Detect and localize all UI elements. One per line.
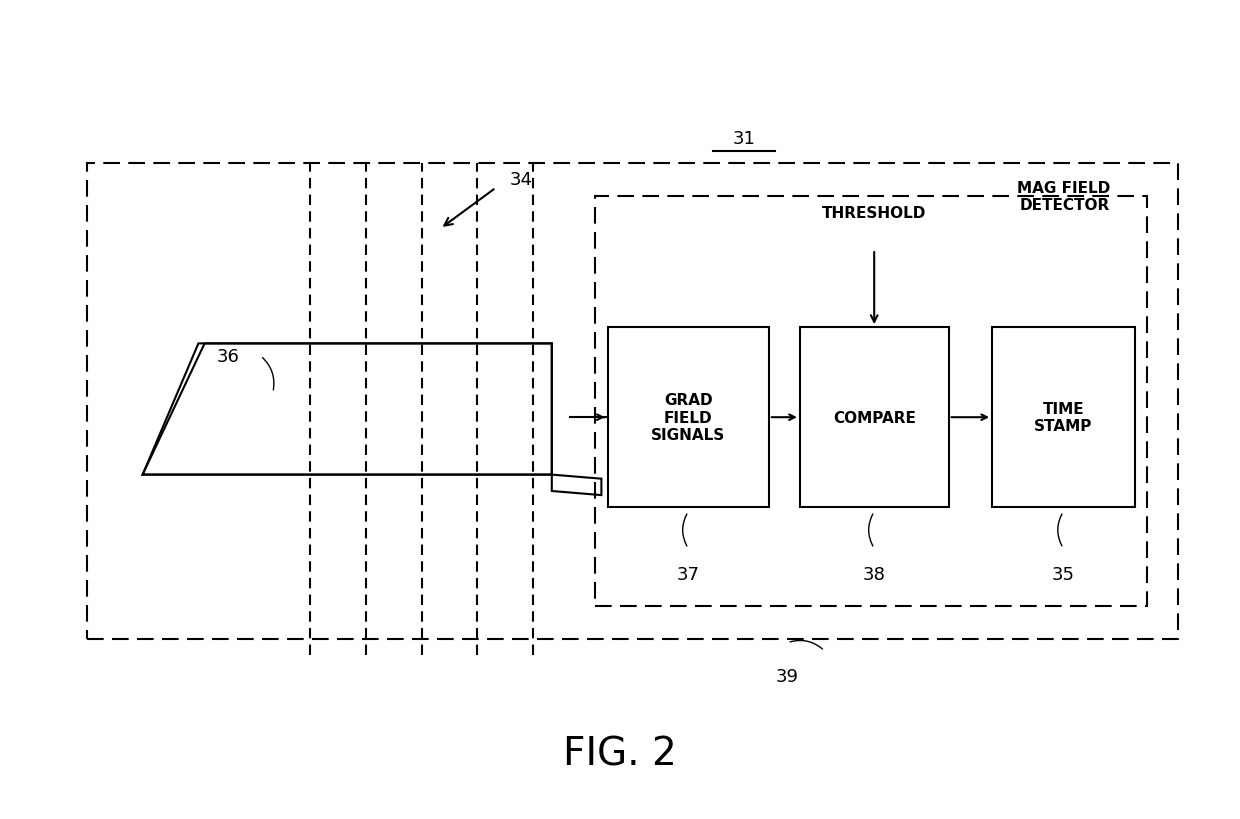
Text: THRESHOLD: THRESHOLD — [822, 206, 926, 221]
Text: COMPARE: COMPARE — [833, 410, 915, 425]
Text: FIG. 2: FIG. 2 — [563, 735, 677, 772]
Text: 36: 36 — [217, 347, 239, 365]
FancyBboxPatch shape — [992, 328, 1135, 508]
FancyBboxPatch shape — [800, 328, 949, 508]
FancyBboxPatch shape — [608, 328, 769, 508]
Text: 38: 38 — [863, 565, 885, 583]
Text: 37: 37 — [677, 565, 699, 583]
Text: TIME
STAMP: TIME STAMP — [1034, 401, 1092, 434]
Text: GRAD
FIELD
SIGNALS: GRAD FIELD SIGNALS — [651, 393, 725, 442]
Text: 35: 35 — [1052, 565, 1075, 583]
Text: 31: 31 — [733, 129, 755, 147]
Text: 39: 39 — [776, 667, 799, 686]
Text: MAG FIELD
DETECTOR: MAG FIELD DETECTOR — [1017, 180, 1110, 213]
Text: 34: 34 — [510, 170, 532, 188]
